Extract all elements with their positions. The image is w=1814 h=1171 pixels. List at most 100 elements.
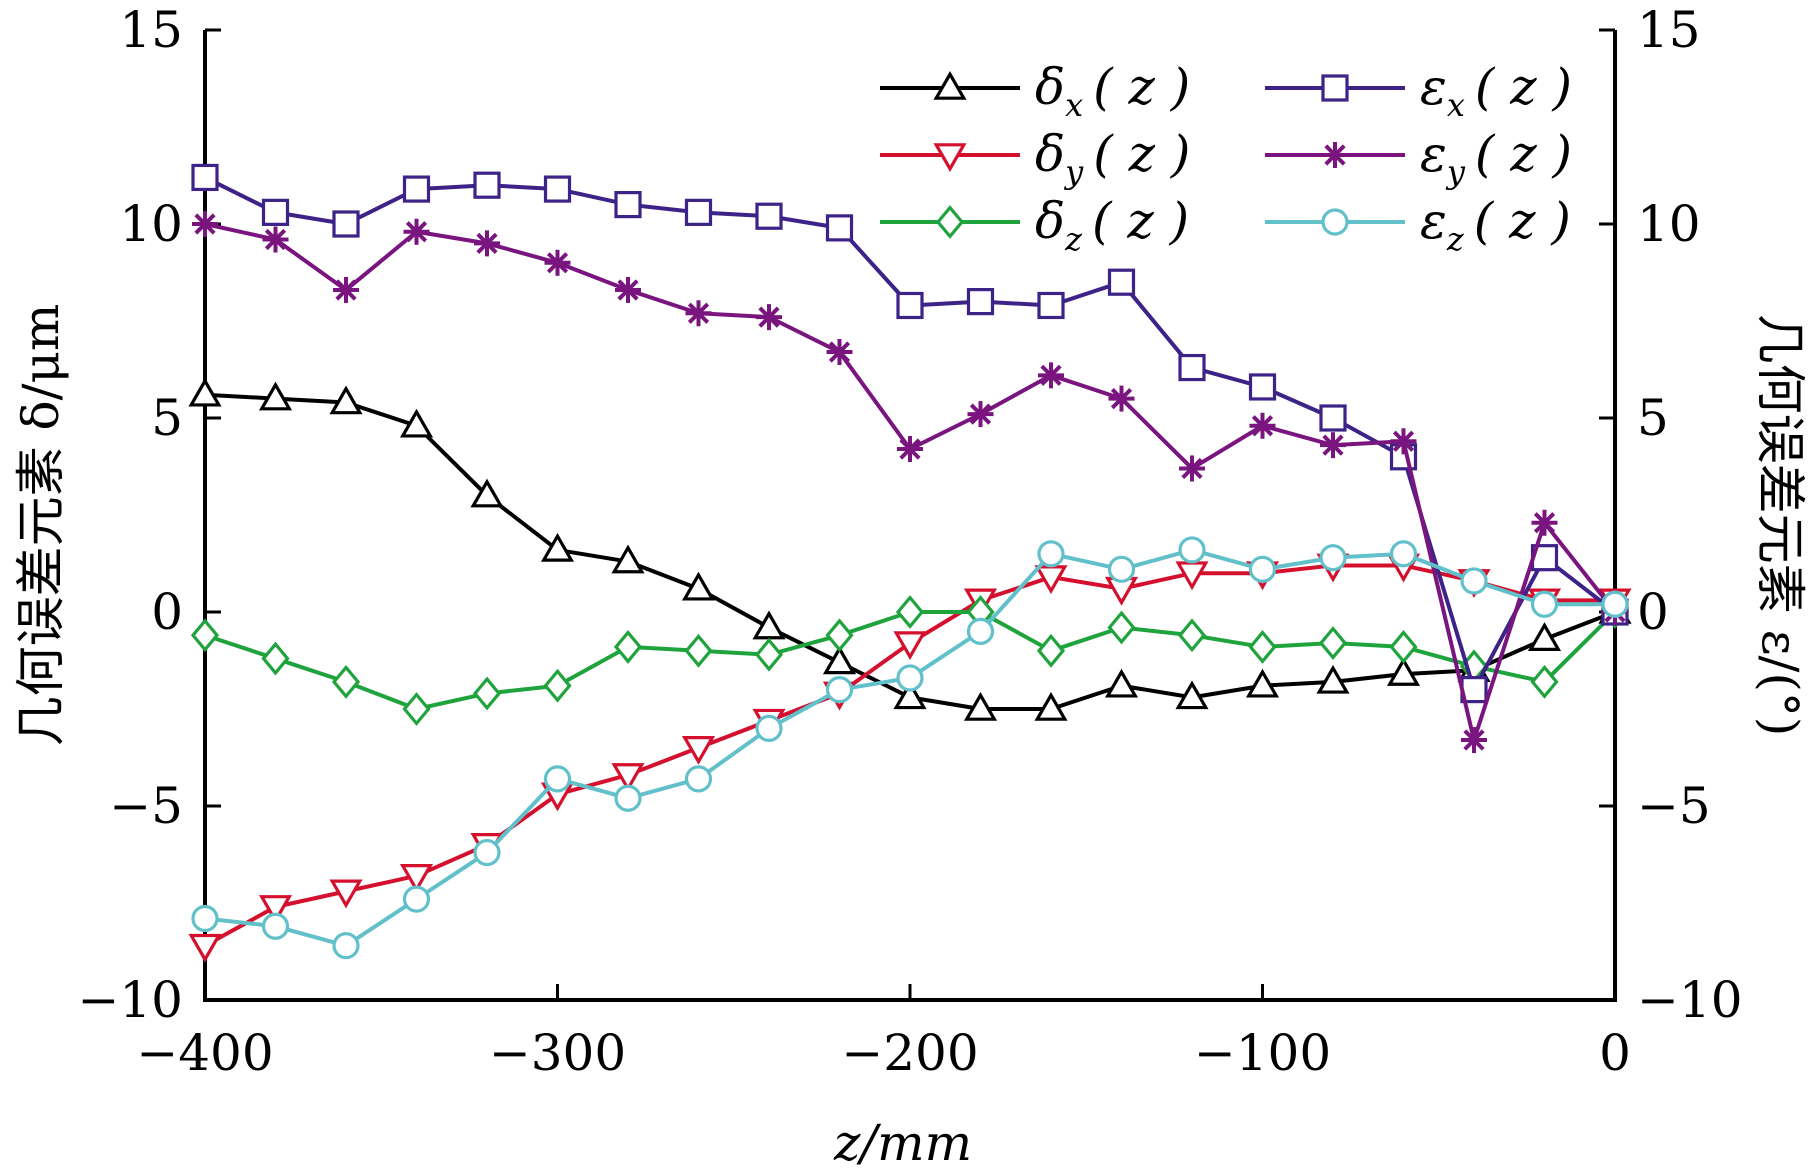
data-point xyxy=(329,879,363,909)
data-point xyxy=(684,765,713,793)
data-point xyxy=(1248,555,1277,583)
legend-label: δz( z ) xyxy=(1035,192,1189,258)
data-point xyxy=(1386,657,1421,686)
data-point xyxy=(755,202,783,230)
data-point xyxy=(967,401,994,428)
data-point xyxy=(261,912,290,940)
series-0 xyxy=(188,377,1632,721)
data-point xyxy=(611,763,645,792)
data-point xyxy=(1316,664,1350,694)
data-point xyxy=(191,904,219,933)
data-point xyxy=(752,610,786,640)
x-tick-label: −300 xyxy=(489,1024,626,1082)
x-tick-label: −400 xyxy=(136,1024,273,1082)
data-point xyxy=(1530,590,1559,618)
data-point xyxy=(543,668,572,703)
data-point xyxy=(188,377,222,407)
data-point xyxy=(1175,680,1209,710)
data-point xyxy=(474,230,500,257)
data-point xyxy=(470,478,504,508)
data-point xyxy=(1460,567,1488,595)
data-point xyxy=(1037,540,1065,568)
data-point xyxy=(614,784,642,812)
data-point xyxy=(1178,536,1206,564)
data-point xyxy=(1245,668,1280,698)
left-axis-title: 几何误差元素 δ/μm xyxy=(12,304,70,747)
data-point xyxy=(1179,455,1205,482)
data-point xyxy=(681,735,716,765)
data-point xyxy=(262,226,289,253)
data-point xyxy=(756,304,782,331)
data-point xyxy=(544,249,571,276)
legend-item: εy( z ) xyxy=(1265,125,1572,191)
data-point xyxy=(1037,291,1065,320)
data-point xyxy=(333,276,359,303)
legend-label: εy( z ) xyxy=(1420,125,1572,191)
data-point xyxy=(825,618,854,653)
right-tick-label: 5 xyxy=(1637,389,1669,447)
x-axis-ticks: −400 −300 −200 −100 0 xyxy=(136,984,1631,1082)
left-tick-label: −10 xyxy=(77,971,183,1029)
data-point xyxy=(896,664,924,692)
data-point xyxy=(684,198,713,226)
left-tick-label: 15 xyxy=(119,1,183,59)
legend-marker xyxy=(1321,208,1349,236)
data-point xyxy=(192,211,218,237)
data-point xyxy=(966,617,995,646)
series-5 xyxy=(191,536,1629,960)
x-tick-label: −200 xyxy=(841,1024,978,1082)
data-point xyxy=(1034,691,1068,721)
data-point xyxy=(613,630,643,664)
data-point xyxy=(1036,633,1066,668)
data-point xyxy=(1318,626,1348,660)
data-point xyxy=(543,175,572,203)
data-point xyxy=(261,641,290,676)
right-tick-label: −5 xyxy=(1637,777,1711,835)
legend-marker xyxy=(935,205,965,239)
data-point xyxy=(191,163,219,192)
left-tick-label: 5 xyxy=(151,389,183,447)
legend-item: δz( z ) xyxy=(880,192,1189,258)
data-point xyxy=(1319,404,1347,432)
x-axis-title: z/mm xyxy=(833,1114,972,1171)
data-point xyxy=(755,714,783,743)
data-point xyxy=(896,291,924,320)
data-point xyxy=(1107,555,1136,583)
data-point xyxy=(543,765,572,793)
data-point xyxy=(329,385,363,415)
data-point xyxy=(681,571,716,601)
legend-label: δx( z ) xyxy=(1035,58,1190,124)
data-point xyxy=(825,214,854,242)
data-point xyxy=(1530,664,1559,699)
data-point xyxy=(332,210,360,238)
data-point xyxy=(1248,630,1277,664)
data-point xyxy=(399,408,434,438)
data-point xyxy=(1177,618,1207,653)
legend-label: δy( z ) xyxy=(1035,125,1190,191)
data-point xyxy=(893,680,927,710)
data-point xyxy=(614,191,642,219)
data-point xyxy=(258,381,293,411)
left-axis-ticks: −10 −5 0 5 10 15 xyxy=(77,1,221,1029)
legend-marker xyxy=(1322,142,1348,168)
data-point xyxy=(684,633,713,668)
data-point xyxy=(258,895,293,924)
series-layer xyxy=(188,163,1632,963)
data-point xyxy=(332,932,360,960)
left-tick-label: 0 xyxy=(151,583,183,641)
data-point xyxy=(473,838,501,867)
data-point xyxy=(1319,544,1347,572)
data-point xyxy=(190,618,220,653)
right-axis-ticks: −10 −5 0 5 10 15 xyxy=(1599,1,1743,1029)
legend-marker xyxy=(1321,74,1349,102)
data-point xyxy=(1601,590,1629,618)
data-point xyxy=(399,864,434,893)
right-axis-title: 几何误差元素 ε/(°) xyxy=(1751,314,1809,737)
data-point xyxy=(402,885,431,913)
legend-item: εx( z ) xyxy=(1265,58,1572,124)
legend-marker xyxy=(933,70,967,100)
data-point xyxy=(1108,385,1135,412)
data-point xyxy=(966,288,995,316)
data-point xyxy=(897,436,923,463)
